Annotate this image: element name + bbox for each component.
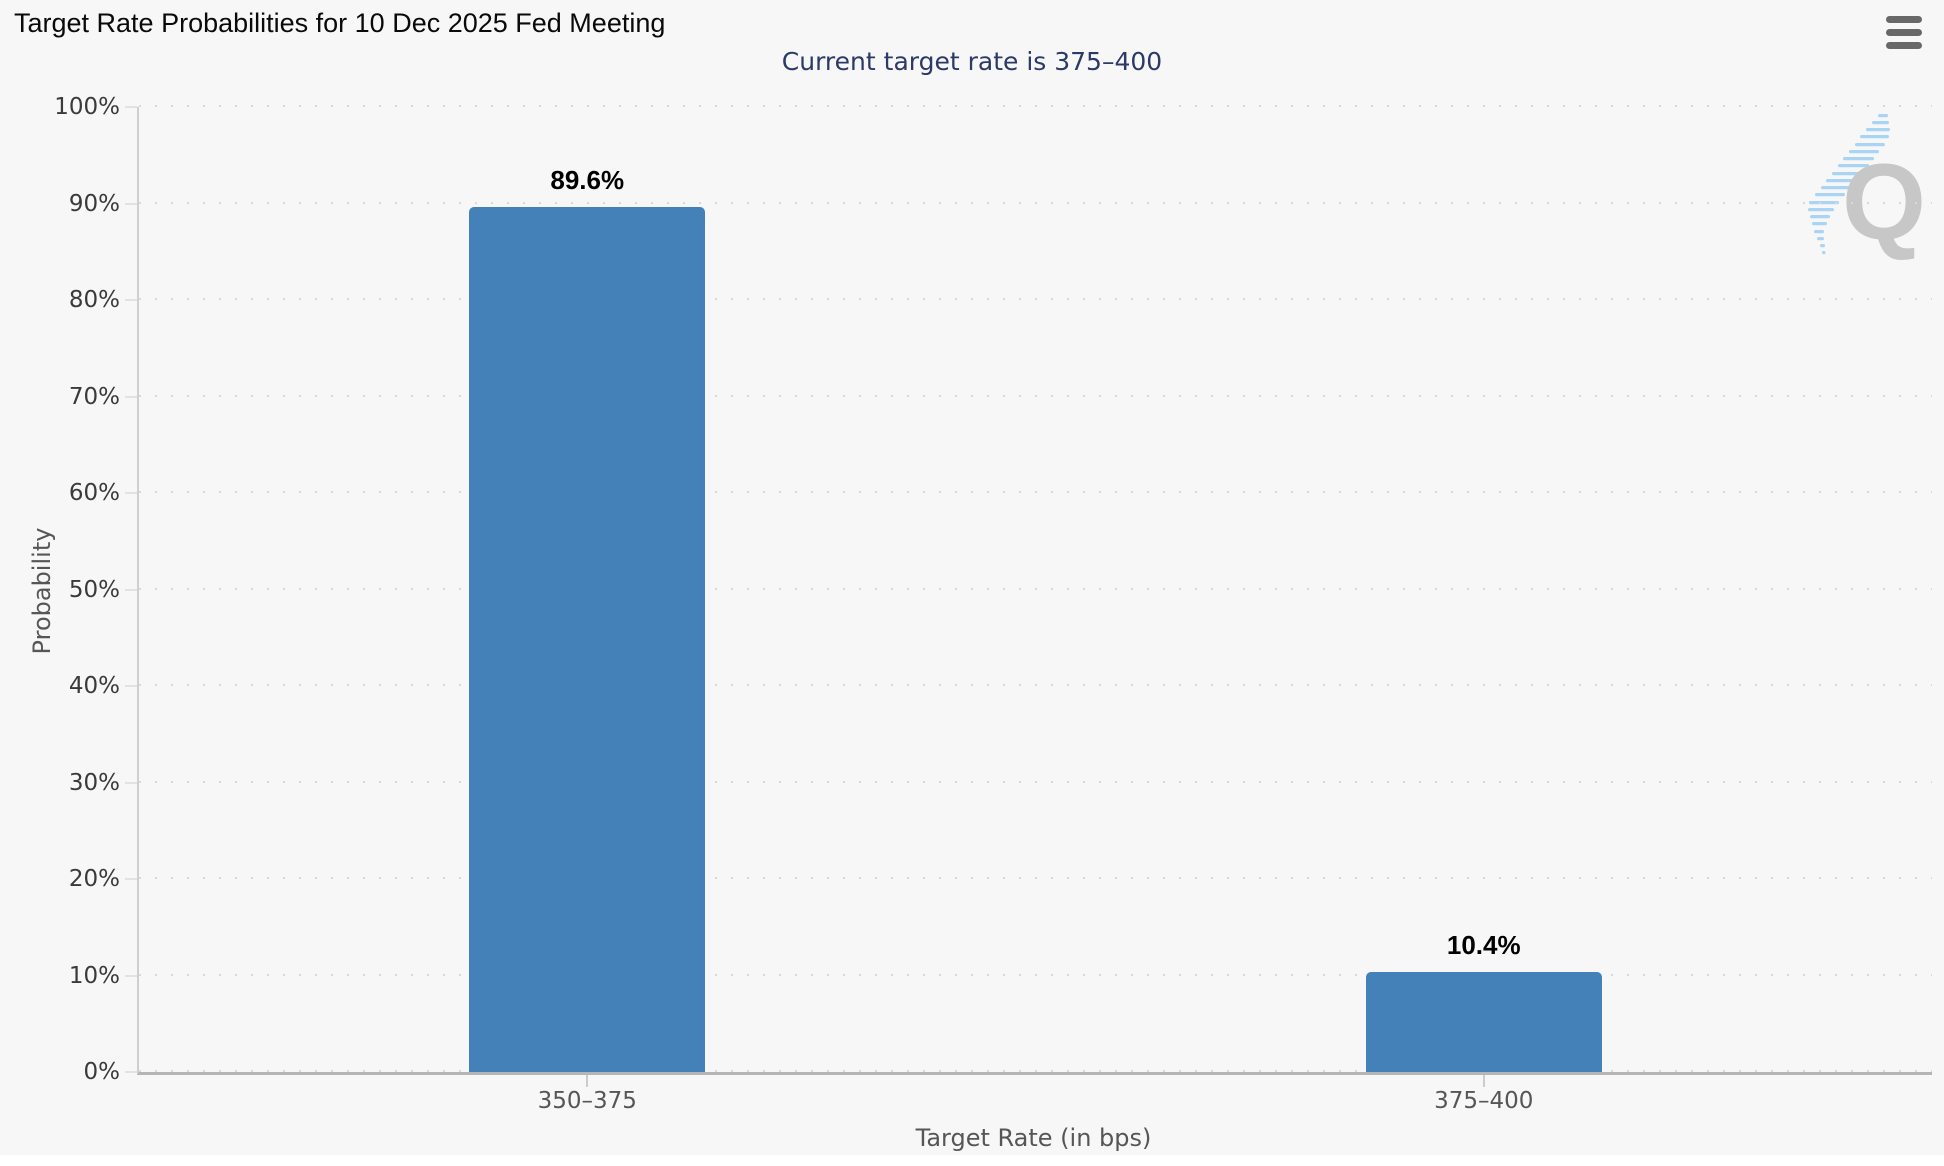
y-axis-tick bbox=[125, 202, 137, 205]
y-tick-label-40%: 40% bbox=[68, 673, 120, 699]
bar-350–375[interactable] bbox=[469, 207, 706, 1072]
y-tick-label-80%: 80% bbox=[68, 287, 120, 313]
chart-subtitle: Current target rate is 375–400 bbox=[781, 47, 1163, 76]
y-axis-title: Probability bbox=[28, 527, 56, 655]
y-tick-label-60%: 60% bbox=[68, 480, 120, 506]
bar-value-label-375–400: 10.4% bbox=[1446, 929, 1521, 960]
hamburger-bar bbox=[1886, 16, 1922, 23]
y-tick-label-30%: 30% bbox=[68, 769, 120, 796]
gridline-30% bbox=[139, 780, 1932, 783]
x-axis-title: Target Rate (in bps) bbox=[915, 1124, 1152, 1152]
y-axis-tick bbox=[125, 395, 137, 398]
y-axis-tick bbox=[125, 492, 137, 494]
gridline-0% bbox=[139, 1070, 1932, 1072]
gridline-50% bbox=[139, 587, 1932, 590]
gridline-80% bbox=[139, 298, 1932, 300]
y-axis-tick bbox=[125, 588, 137, 591]
x-axis-tick bbox=[1482, 1075, 1485, 1087]
gridline-90% bbox=[139, 201, 1932, 204]
y-axis-tick bbox=[125, 781, 137, 784]
hamburger-bar bbox=[1886, 29, 1922, 36]
hamburger-menu-icon[interactable] bbox=[1886, 16, 1922, 49]
y-tick-label-70%: 70% bbox=[68, 383, 120, 410]
plot-area: 0% 10% 20% 30% 40% 50% 60% 70% 80% 90% 100% 89.6% 35… bbox=[54, 94, 1932, 1114]
x-category-label-375–400: 375–400 bbox=[1434, 1088, 1534, 1114]
y-tick-label-100%: 100% bbox=[54, 94, 120, 120]
gridline-40% bbox=[139, 684, 1932, 686]
y-axis-tick bbox=[125, 878, 137, 880]
y-axis-tick bbox=[125, 685, 137, 687]
y-tick-label-50%: 50% bbox=[68, 576, 120, 603]
y-axis-tick bbox=[125, 1071, 137, 1073]
bar-value-label-350–375: 89.6% bbox=[550, 165, 625, 196]
gridline-10% bbox=[139, 973, 1932, 976]
y-tick-label-90%: 90% bbox=[68, 190, 120, 217]
y-tick-label-0%: 0% bbox=[83, 1059, 121, 1085]
gridline-60% bbox=[139, 491, 1932, 493]
x-axis-tick bbox=[586, 1075, 589, 1087]
gridline-70% bbox=[139, 394, 1932, 397]
gridline-100% bbox=[139, 105, 1932, 107]
chart-title: Target Rate Probabilities for 10 Dec 202… bbox=[14, 8, 666, 38]
hamburger-bar bbox=[1886, 42, 1922, 49]
y-axis-tick bbox=[125, 974, 137, 977]
gridline-20% bbox=[139, 877, 1932, 879]
x-category-label-350–375: 350–375 bbox=[537, 1088, 637, 1114]
y-tick-label-10%: 10% bbox=[68, 962, 120, 989]
y-axis-tick bbox=[125, 299, 137, 301]
y-axis-tick bbox=[125, 106, 137, 108]
bar-375–400[interactable] bbox=[1365, 971, 1602, 1072]
y-tick-label-20%: 20% bbox=[68, 866, 120, 892]
